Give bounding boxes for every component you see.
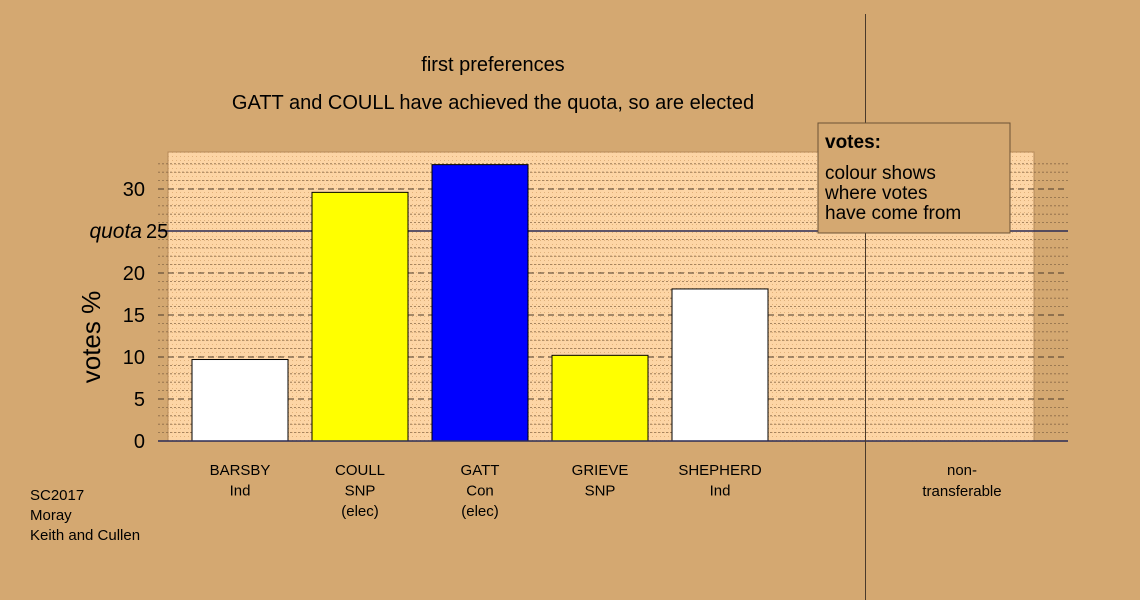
y-axis-label: votes %: [76, 291, 106, 384]
y-tick-label: 25: [146, 221, 168, 243]
footer-line-2: Moray: [30, 507, 72, 524]
footer-line-1: SC2017: [30, 487, 84, 504]
x-label-shepherd-1: SHEPHERD: [678, 462, 762, 479]
non-transferable-label-2: transferable: [922, 483, 1001, 500]
bar-shepherd: [671, 288, 769, 442]
non-transferable-label-1: non-: [947, 462, 977, 479]
x-label-barsby-2: Ind: [230, 483, 251, 500]
legend: votes: colour shows where votes have com…: [817, 122, 1011, 234]
y-tick-label: 0: [134, 431, 145, 453]
y-tick-label: 30: [123, 179, 145, 201]
x-label-coull-2: SNP: [345, 483, 376, 500]
x-label-shepherd-2: Ind: [710, 483, 731, 500]
footer-line-3: Keith and Cullen: [30, 527, 140, 544]
legend-line-2: where votes: [824, 183, 927, 204]
x-label-coull-3: (elec): [341, 503, 379, 520]
legend-line-1: colour shows: [825, 163, 936, 184]
quota-label: quota: [89, 220, 142, 243]
x-label-gatt-1: GATT: [461, 462, 500, 479]
y-tick-label: 5: [134, 389, 145, 411]
legend-title: votes:: [825, 132, 881, 153]
x-label-gatt-2: Con: [466, 483, 494, 500]
chart-subtitle: GATT and COULL have achieved the quota, …: [232, 92, 754, 114]
bar-grieve: [551, 354, 649, 442]
x-label-grieve-2: SNP: [585, 483, 616, 500]
bars: [191, 164, 769, 442]
x-label-coull-1: COULL: [335, 462, 385, 479]
legend-line-3: have come from: [825, 203, 961, 224]
chart-title: first preferences: [421, 54, 564, 76]
y-tick-label: 10: [123, 347, 145, 369]
bar-barsby: [191, 359, 289, 442]
bar-coull: [311, 191, 409, 442]
x-axis-labels: BARSBY Ind COULL SNP (elec) GATT Con (elec) GRIE…: [210, 462, 762, 520]
y-tick-label: 20: [123, 263, 145, 285]
x-label-grieve-1: GRIEVE: [572, 462, 629, 479]
x-label-barsby-1: BARSBY: [210, 462, 271, 479]
bar-gatt: [431, 164, 529, 442]
legend-box: [817, 122, 1011, 234]
x-label-gatt-3: (elec): [461, 503, 499, 520]
y-tick-label: 15: [123, 305, 145, 327]
